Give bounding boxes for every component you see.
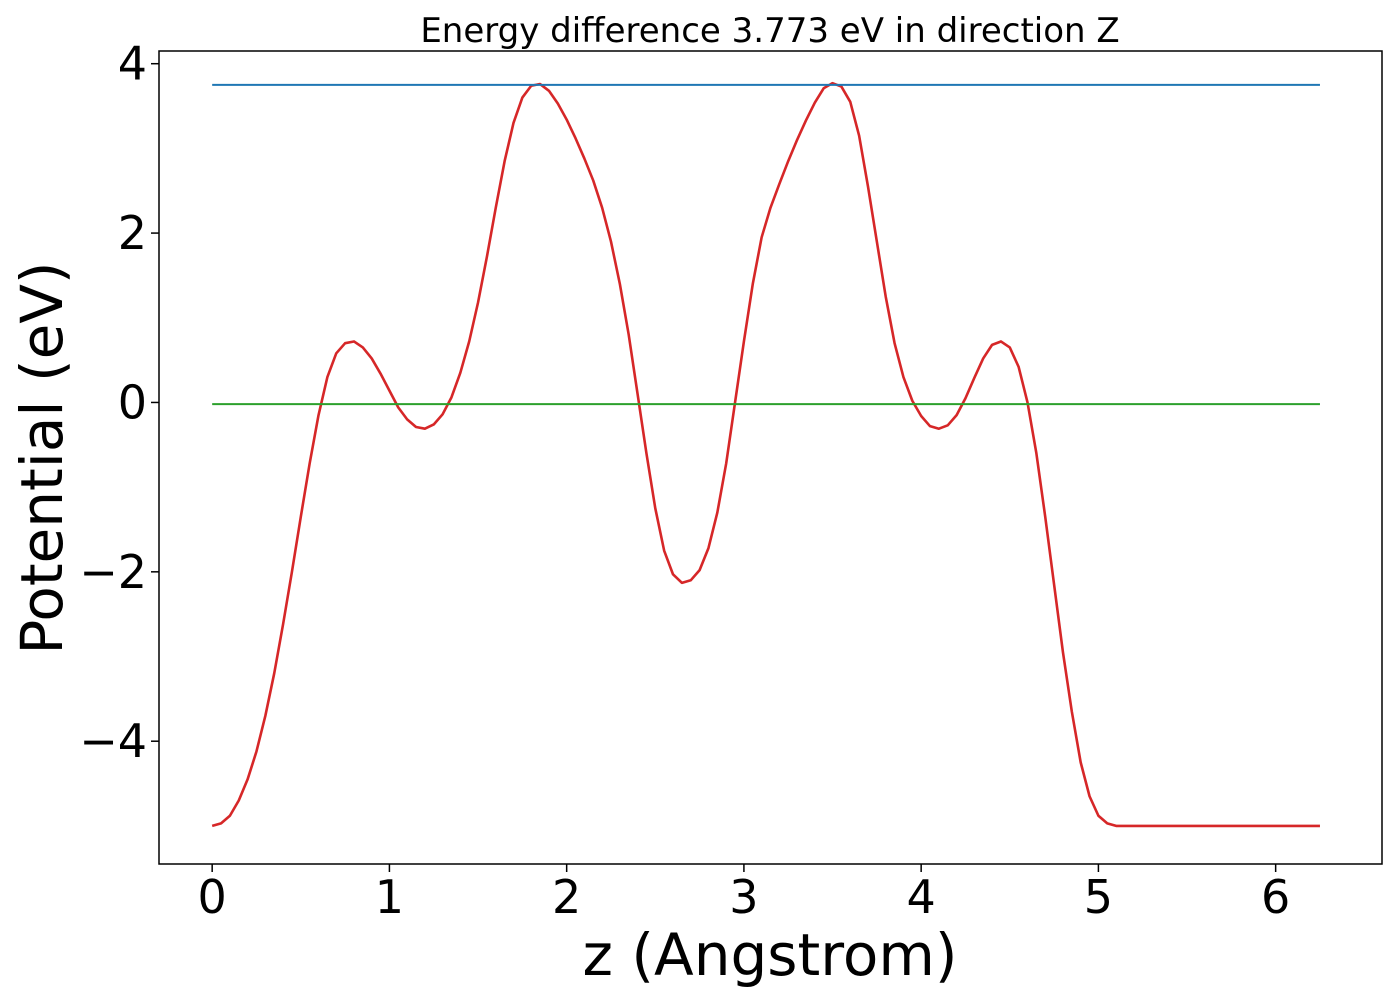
y-tick-label: −4	[79, 714, 147, 768]
x-tick-label: 5	[1084, 870, 1113, 924]
y-tick-label: 0	[118, 375, 147, 429]
y-tick-label: −2	[79, 545, 147, 599]
x-tick-label: 3	[729, 870, 758, 924]
potential-curve	[211, 81, 1320, 828]
x-axis-label: z (Angstrom)	[583, 921, 958, 989]
x-tick-label: 1	[375, 870, 404, 924]
x-tick-label: 0	[198, 870, 227, 924]
axis-ticks: 0 1 2 3 4 5 6 −4 −2 0 2 4	[79, 37, 1290, 924]
plot-frame	[158, 50, 1383, 865]
y-tick-label: 4	[118, 37, 147, 91]
y-axis-label: Potential (eV)	[8, 261, 76, 654]
x-tick-label: 2	[552, 870, 581, 924]
x-tick-label: 4	[907, 870, 936, 924]
x-tick-label: 6	[1261, 870, 1290, 924]
chart-title: Energy difference 3.773 eV in direction …	[420, 11, 1119, 51]
y-tick-label: 2	[118, 206, 147, 260]
plot-area	[211, 81, 1320, 828]
